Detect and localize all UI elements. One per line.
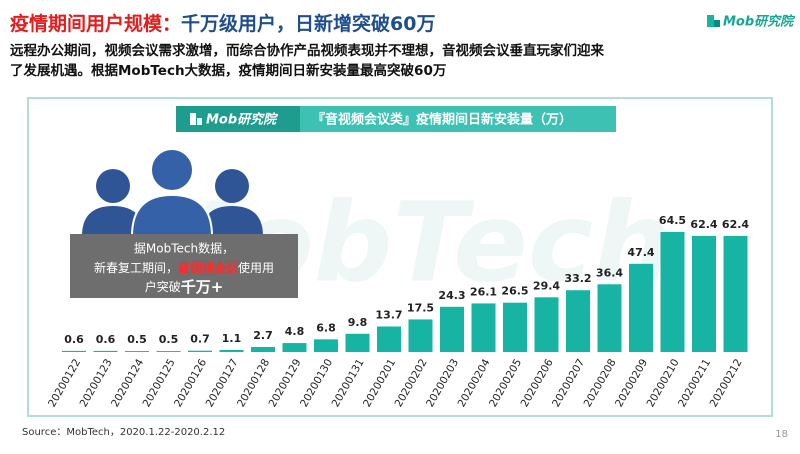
bar	[471, 303, 496, 352]
value-label: 29.4	[533, 279, 560, 292]
logo-icon	[190, 113, 196, 125]
subtitle-line: 远程办公期间，视频会议需求激增，而综合协作产品视频表现并不理想，音视频会议垂直玩…	[10, 42, 604, 59]
callout-line: 户突破千万+	[145, 278, 224, 296]
bar	[503, 302, 527, 352]
bar	[408, 319, 433, 352]
logo-icon	[707, 15, 714, 27]
callout-box	[70, 234, 298, 298]
logo-icon	[197, 118, 202, 125]
bar	[345, 333, 370, 352]
bar	[251, 346, 275, 352]
title-red: 疫情期间用户规模：	[10, 12, 181, 35]
bar	[62, 350, 86, 352]
bar	[125, 351, 149, 352]
value-label: 4.8	[285, 325, 305, 338]
value-label: 26.5	[501, 285, 528, 298]
bar	[692, 235, 716, 352]
bar	[440, 306, 464, 352]
value-label: 0.5	[159, 333, 179, 346]
callout-text: 户突破	[145, 279, 181, 294]
callout-text: 使用用	[238, 260, 274, 275]
value-label: 9.8	[348, 316, 368, 329]
chart-header-logo-bg	[176, 106, 300, 132]
bar	[219, 349, 244, 352]
top-logo: Mob研究院	[707, 14, 796, 30]
value-label: 24.3	[438, 289, 465, 302]
value-label: 1.1	[222, 332, 242, 345]
value-label: 64.5	[659, 214, 686, 227]
bar	[723, 235, 748, 352]
bar	[93, 350, 118, 352]
person-head	[96, 169, 130, 203]
bar	[660, 232, 685, 352]
callout-highlight: 千万+	[181, 278, 224, 296]
callout-line: 新春复工期间，音视频会议使用用	[94, 260, 274, 275]
title-blue: 千万级用户，日新增突破60万	[181, 12, 435, 35]
title: 疫情期间用户规模：千万级用户，日新增突破60万	[10, 12, 435, 35]
subtitle-line: 了发展机遇。根据MobTech大数据，疫情期间日新安装量最高突破60万	[10, 62, 446, 79]
value-label: 62.4	[690, 218, 717, 231]
value-label: 0.5	[127, 333, 147, 346]
person-body	[201, 206, 263, 236]
person-body	[130, 193, 214, 237]
source: Source：MobTech，2020.1.22-2020.2.12	[22, 427, 225, 438]
value-label: 17.5	[407, 301, 434, 314]
bar	[188, 350, 212, 352]
people-icon	[82, 148, 263, 237]
callout-highlight: 音视频会议	[178, 260, 239, 275]
value-label: 0.6	[64, 333, 84, 346]
bar	[282, 343, 307, 352]
person-head	[150, 148, 194, 192]
chart-title: 『音视频会议类』疫情期间日新安装量（万）	[312, 112, 572, 128]
value-label: 47.4	[627, 246, 654, 259]
bar	[629, 263, 653, 352]
logo-icon	[714, 20, 720, 27]
bar	[534, 297, 559, 352]
value-label: 2.7	[253, 329, 273, 342]
value-label: 62.4	[722, 218, 749, 231]
value-label: 13.7	[375, 309, 402, 322]
value-label: 33.2	[564, 272, 591, 285]
bar	[597, 284, 622, 352]
value-label: 0.7	[190, 333, 210, 346]
page-number: 18	[775, 429, 788, 440]
bar	[156, 351, 181, 352]
logo-text: Mob研究院	[723, 14, 796, 30]
person-body	[82, 206, 144, 236]
chart-logo: Mob研究院	[206, 112, 279, 128]
callout-line: 据MobTech数据，	[134, 241, 234, 256]
bar	[314, 339, 338, 352]
value-label: 36.4	[596, 266, 623, 279]
value-label: 0.6	[96, 333, 116, 346]
person-head	[215, 169, 249, 203]
value-label: 6.8	[316, 321, 336, 334]
bar	[377, 326, 401, 352]
callout-text: 新春复工期间，	[94, 260, 178, 275]
value-label: 26.1	[470, 285, 497, 298]
bar	[566, 290, 590, 352]
